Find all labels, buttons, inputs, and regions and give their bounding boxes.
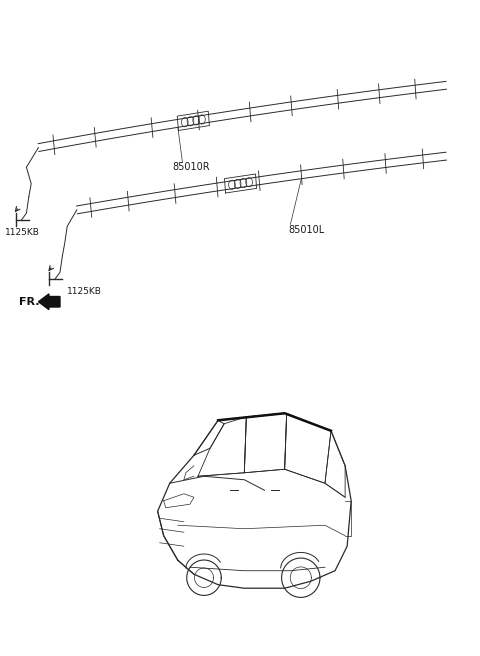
- Text: FR.: FR.: [19, 297, 40, 307]
- Text: 85010R: 85010R: [173, 162, 210, 173]
- Text: 1125KB: 1125KB: [5, 228, 40, 237]
- Text: 1125KB: 1125KB: [67, 287, 102, 297]
- FancyArrow shape: [38, 294, 60, 310]
- Text: 85010L: 85010L: [288, 224, 324, 235]
